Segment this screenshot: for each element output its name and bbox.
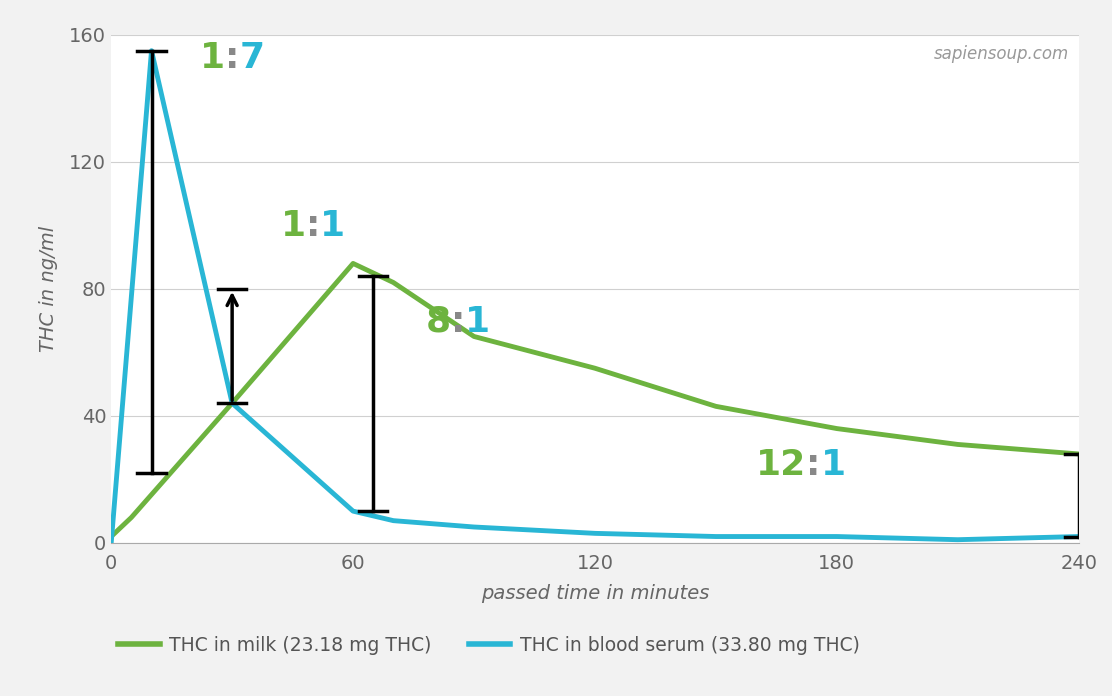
Text: 1: 1 bbox=[280, 209, 306, 244]
Text: :: : bbox=[806, 448, 821, 482]
Y-axis label: THC in ng/ml: THC in ng/ml bbox=[39, 226, 58, 352]
Text: 1: 1 bbox=[465, 305, 490, 339]
Text: :: : bbox=[450, 305, 465, 339]
Text: 1: 1 bbox=[320, 209, 345, 244]
Text: 8: 8 bbox=[426, 305, 450, 339]
Text: 12: 12 bbox=[756, 448, 806, 482]
Text: 7: 7 bbox=[239, 41, 265, 75]
Text: 1: 1 bbox=[821, 448, 846, 482]
Text: 1: 1 bbox=[200, 41, 225, 75]
Text: :: : bbox=[225, 41, 239, 75]
Legend: THC in milk (23.18 mg THC), THC in blood serum (33.80 mg THC): THC in milk (23.18 mg THC), THC in blood… bbox=[111, 628, 867, 663]
Text: sapiensoup.com: sapiensoup.com bbox=[934, 45, 1069, 63]
X-axis label: passed time in minutes: passed time in minutes bbox=[480, 584, 709, 603]
Text: :: : bbox=[306, 209, 320, 244]
